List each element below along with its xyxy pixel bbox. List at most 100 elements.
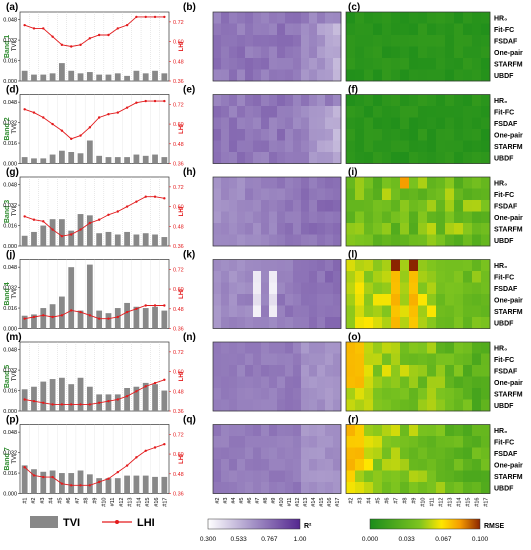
rmse-cell — [481, 94, 491, 107]
rmse-cell — [454, 482, 464, 494]
rmse-cell — [391, 106, 401, 118]
tvi-bar — [124, 231, 130, 246]
lhi-point — [144, 99, 147, 103]
tvi-tick-label: 0.000 — [3, 162, 17, 168]
rmse-cell — [436, 294, 446, 306]
method-label: UBDF — [494, 238, 514, 245]
r2-cell — [245, 459, 254, 471]
rmse-cell — [391, 294, 401, 306]
rmse-cell — [400, 376, 410, 389]
r2-cell — [309, 436, 318, 448]
rmse-cell — [445, 342, 455, 354]
tvi-axis-label: TVI — [12, 124, 18, 134]
rmse-cell — [346, 94, 356, 107]
rmse-cell — [391, 399, 401, 412]
rmse-cell — [427, 424, 437, 437]
lhi-point — [153, 15, 157, 19]
rmse-cell — [382, 259, 392, 272]
heatmap-frame — [212, 11, 342, 82]
r2-cell — [253, 399, 262, 412]
rmse-cell — [355, 353, 365, 366]
tvi-bar — [40, 381, 47, 411]
lhi-tick-label: 0.60 — [173, 287, 184, 293]
rmse-cell — [409, 459, 419, 471]
rmse-cell — [400, 106, 410, 118]
rmse-cell — [373, 94, 383, 107]
tvi-bar — [77, 153, 84, 164]
r2-cell — [333, 447, 342, 460]
method-label: STARFM — [494, 474, 523, 481]
rmse-cell — [472, 259, 482, 272]
rmse-cell — [409, 46, 419, 59]
r2-cell — [269, 23, 278, 36]
tvi-bar — [114, 478, 121, 494]
rmse-cell — [400, 342, 410, 354]
rmse-cell — [454, 342, 464, 354]
rmse-cell — [382, 177, 392, 189]
r2-cell — [261, 46, 270, 59]
tvi-bar — [21, 70, 28, 81]
r2-cell — [301, 140, 310, 153]
r2-cell — [221, 94, 230, 107]
r2-cell — [245, 470, 254, 483]
r2-cell — [293, 234, 302, 247]
tvi-tick-label: 0.016 — [3, 306, 17, 312]
rmse-cell — [454, 12, 464, 24]
x-tick-label: #2 — [31, 498, 37, 504]
r2-cell — [253, 12, 262, 24]
rmse-cell — [400, 23, 410, 36]
lhi-point — [144, 304, 147, 307]
r2-cell — [285, 94, 294, 107]
panel-label: (o) — [348, 332, 361, 343]
r2-cell — [213, 388, 222, 400]
r2-cell — [261, 223, 270, 235]
r2-cell — [301, 106, 310, 118]
rmse-cell — [418, 282, 428, 295]
rmse-cell — [364, 12, 374, 24]
r2-cell — [253, 106, 262, 118]
rmse-cell — [400, 200, 410, 212]
tvi-bar — [161, 310, 168, 329]
rmse-cell — [436, 305, 446, 318]
rmse-cell — [445, 223, 455, 235]
r2-cell — [309, 140, 318, 153]
r2-cell — [285, 188, 294, 201]
lhi-point — [97, 33, 101, 37]
rmse-cell — [472, 271, 482, 283]
rmse-cell — [391, 152, 401, 164]
rmse-cell — [400, 482, 410, 494]
rmse-cell — [418, 294, 428, 306]
rmse-cell — [409, 94, 419, 107]
r2-cell — [277, 106, 286, 118]
rmse-cell — [454, 69, 464, 82]
r2-cell — [285, 447, 294, 460]
tvi-bar — [40, 74, 47, 81]
tvi-bar — [59, 150, 65, 164]
rmse-cell — [463, 223, 473, 235]
rmse-cell — [391, 388, 401, 400]
r2-colorbar-label: R² — [304, 523, 312, 530]
r2-cell — [229, 388, 238, 400]
r2-cell — [317, 399, 326, 412]
r2-cell — [301, 117, 310, 130]
rmse-cell — [436, 259, 446, 272]
rmse-cell — [382, 23, 392, 36]
r2-cell — [229, 294, 238, 306]
rmse-cell — [409, 129, 419, 141]
lhi-point — [144, 15, 147, 19]
legend-tvi-label: TVI — [63, 517, 80, 529]
lhi-point — [60, 403, 64, 406]
rmse-cell — [463, 200, 473, 212]
lhi-line — [24, 100, 165, 140]
r2-cell — [229, 470, 238, 483]
rmse-cell — [391, 234, 401, 247]
legend-tvi-swatch — [30, 516, 58, 528]
r2-cell — [277, 365, 286, 377]
tvi-bar — [68, 267, 75, 329]
rmse-cell — [463, 470, 473, 483]
r2-cell — [293, 223, 302, 235]
r2-cell — [277, 140, 286, 153]
r2-cell — [261, 177, 270, 189]
r2-cell — [277, 46, 286, 59]
rmse-cell — [472, 223, 482, 235]
